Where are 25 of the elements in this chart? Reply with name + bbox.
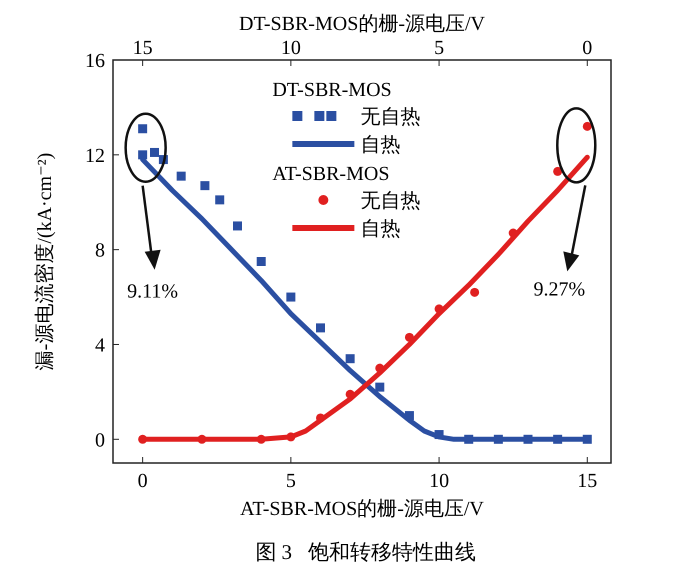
y-tick-label: 0: [95, 429, 105, 452]
annotation: 9.27%: [533, 278, 586, 300]
x-tick-label: 10: [429, 470, 450, 492]
y-tick-label: 16: [85, 50, 105, 72]
x-tick-label: 0: [138, 470, 148, 492]
annotation: AT-SBR-MOS: [272, 163, 390, 185]
caption: 图 3 饱和转移特性曲线: [255, 540, 476, 564]
x2-tick-label: 0: [582, 37, 592, 59]
x2-tick-label: 5: [434, 37, 444, 59]
y-tick-label: 4: [95, 334, 105, 356]
x2-tick-label: 10: [280, 37, 301, 59]
x-tick-label: 5: [286, 470, 296, 492]
x-tick-label: 15: [577, 470, 598, 492]
y-axis-title: 漏-源电流密度/(kA·cm⁻²): [34, 152, 56, 370]
x2-tick-label: 15: [132, 37, 153, 59]
legend-label: 自热: [360, 134, 400, 156]
annotation: 9.11%: [127, 280, 178, 303]
x-axis-title: AT-SBR-MOS的栅-源电压/V: [240, 498, 484, 520]
legend-label: 无自热: [360, 190, 420, 212]
legend-label: 无自热: [360, 106, 420, 128]
x2-axis-title: DT-SBR-MOS的栅-源电压/V: [239, 13, 486, 35]
y-tick-label: 12: [85, 144, 105, 167]
y-tick-label: 8: [95, 240, 105, 262]
annotation: DT-SBR-MOS: [272, 79, 392, 101]
legend-label: 自热: [360, 218, 400, 240]
